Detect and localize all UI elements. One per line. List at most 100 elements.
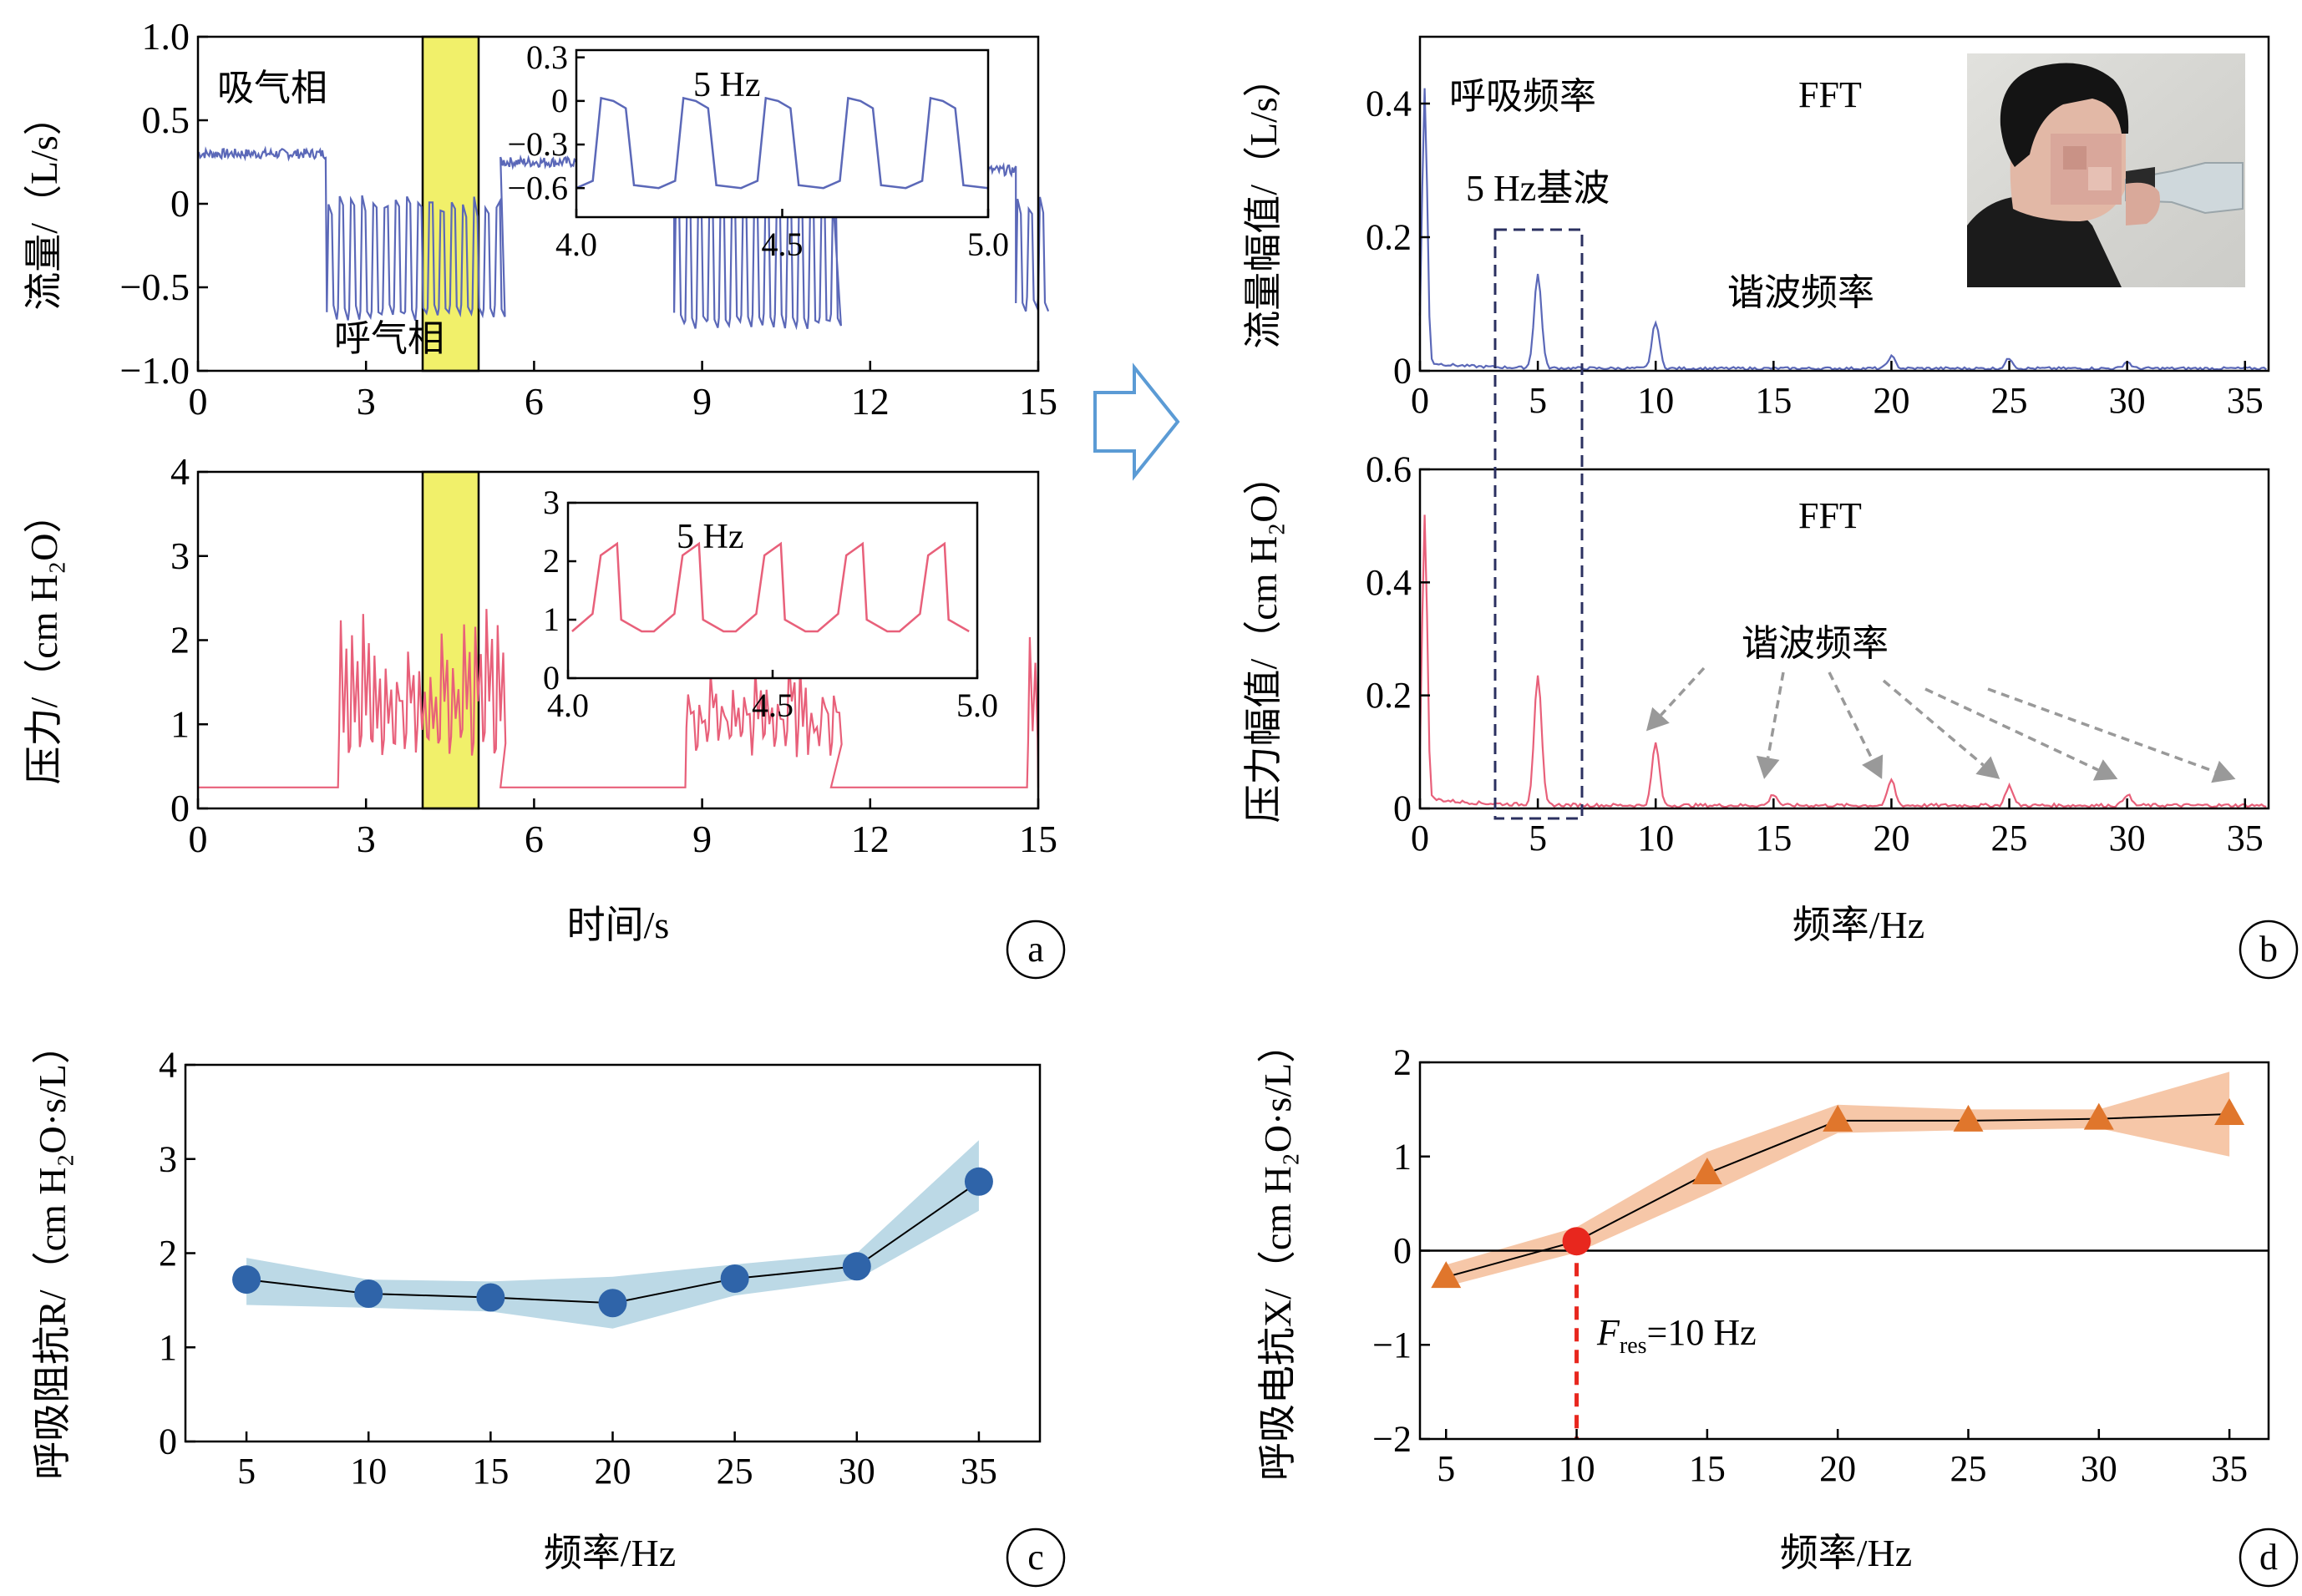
c-ticks-ytick-label: 4 <box>159 1045 177 1086</box>
c-ticks-ytick-label: 3 <box>159 1138 177 1179</box>
c-ticks-ytick-label: 2 <box>159 1233 177 1274</box>
d-ticks-ytick-label: 2 <box>1393 1042 1412 1083</box>
svg-text:b: b <box>2259 929 2278 970</box>
b-bottom-ticks-ytick-label: 0.2 <box>1366 675 1412 716</box>
b-top-ticks-xtick-label: 0 <box>1411 380 1429 421</box>
b-bottom-ticks-xtick-label: 20 <box>1873 818 1909 859</box>
d-resonance-label-main: F <box>1596 1312 1620 1353</box>
b-top-annotation-fft: FFT <box>1798 74 1862 115</box>
a-top-inset: 4.0 4.5 5.0 0.3 0 −0.3 −0.6 5 Hz <box>507 38 1009 263</box>
b-bottom-ticks-xtick-label: 35 <box>2227 818 2264 859</box>
b-top-plot-frame <box>1418 35 2270 372</box>
a-top-inset-title: 5 Hz <box>693 66 760 104</box>
d-ticks-ytick-label: −2 <box>1372 1419 1412 1460</box>
a-top-inset-ticks-xtick-label: 4.5 <box>762 225 804 263</box>
c-points <box>232 1167 993 1318</box>
a-bottom-inset: 4.0 4.5 5.0 0 1 2 3 5 Hz <box>543 484 998 724</box>
svg-text:c: c <box>1027 1537 1044 1578</box>
d-data-point <box>1953 1104 1984 1132</box>
b-top-ticks-xtick-label: 35 <box>2227 380 2264 421</box>
b-top-ticks-xtick-label: 25 <box>1991 380 2028 421</box>
harmonic-arrow-line <box>1828 671 1874 761</box>
harmonic-arrow-line <box>1882 679 1985 767</box>
b-bottom-ticks-ytick-label: 0.4 <box>1366 562 1412 603</box>
a-top-ticks-xtick-label: 12 <box>851 380 890 423</box>
d-data-point <box>1823 1104 1853 1132</box>
panel-label-a: a <box>1006 920 1066 980</box>
d-confidence-band <box>1446 1072 2230 1287</box>
a-top-inset-trace <box>576 96 989 190</box>
a-top-inset-ticks-xtick-label: 4.0 <box>555 225 597 263</box>
a-top-ticks-ytick-label: 1.0 <box>142 15 190 58</box>
b-bottom-ticks-xtick-label: 10 <box>1637 818 1674 859</box>
a-bottom-inset-bg <box>568 503 977 678</box>
a-top-inset-ticks-ytick-label: −0.6 <box>507 169 568 206</box>
b-top-ticks-xtick-label: 30 <box>2109 380 2146 421</box>
a-top-ticks-xtick-label: 0 <box>189 380 208 423</box>
c-ticks-ytick-label: 1 <box>159 1327 177 1368</box>
a-bottom-ticks-xtick-label: 9 <box>692 818 712 860</box>
a-top-ticks-ytick-label: 0.5 <box>142 99 190 141</box>
d-ticks-ytick-label: 1 <box>1393 1136 1412 1177</box>
panel-b-bottom: 0 5 10 15 20 25 30 35 0 0.2 0.4 0.6 FFT 谐波频率 压力幅值/（… <box>1242 449 2299 980</box>
c-ticks-xtick-label: 5 <box>237 1451 256 1492</box>
a-top-ticks-ytick-label: 0 <box>170 182 190 225</box>
fundamental-dashed-box <box>1493 228 1584 820</box>
c-ticks-ytick-label: 0 <box>159 1421 177 1462</box>
b-top-ticks-xtick-label: 20 <box>1873 380 1909 421</box>
panel-label-c: c <box>1006 1528 1066 1588</box>
d-ticks-xtick-label: 15 <box>1689 1448 1726 1489</box>
c-ylabel: 呼吸阻抗R/（cm H₂O·s/L） <box>31 1026 74 1480</box>
d-resonance-label-value: =10 Hz <box>1647 1312 1757 1353</box>
a-top-ticks-xtick-label: 3 <box>357 380 376 423</box>
a-bottom-inset-ticks-xtick-label: 5.0 <box>956 687 998 724</box>
b-bottom-ticks-xtick-label: 25 <box>1991 818 2028 859</box>
harmonic-arrow-head-icon <box>2211 760 2236 783</box>
a-top-inset-ticks: 4.0 4.5 5.0 0.3 0 −0.3 −0.6 <box>507 38 1009 263</box>
a-bottom-ticks-xtick-label: 15 <box>1019 818 1057 860</box>
b-top-ticks-xtick-label: 15 <box>1755 380 1792 421</box>
a-bottom-inset-ticks-xtick-label: 4.5 <box>752 687 794 724</box>
a-bottom-inset-trace <box>571 541 970 633</box>
b-bottom-annotation-harmonic: 谐波频率 <box>1742 623 1889 664</box>
harmonic-arrows <box>1645 666 2236 783</box>
b-top-ylabel: 流量幅值/（L/s） <box>1242 58 1285 349</box>
a-top-ticks-ytick-label: −0.5 <box>120 266 190 308</box>
b-top-trace <box>1418 88 2267 372</box>
harmonic-arrow-head-icon <box>2092 759 2118 781</box>
subject-photo <box>1967 53 2245 287</box>
c-data-point <box>964 1167 993 1196</box>
d-data-point <box>2083 1102 2114 1130</box>
d-resonance-label-sub: res <box>1620 1333 1647 1359</box>
panel-label-d: d <box>2239 1528 2299 1588</box>
d-ticks-xtick-label: 25 <box>1950 1448 1986 1489</box>
c-data-point <box>476 1283 505 1312</box>
pressure-inset-line <box>571 541 970 633</box>
b-top-ticks-xtick-label: 5 <box>1529 380 1547 421</box>
d-ticks-xtick-label: 5 <box>1437 1448 1455 1489</box>
c-ticks-xtick-label: 10 <box>350 1451 387 1492</box>
a-top-annotation-inhale: 吸气相 <box>217 68 327 109</box>
a-bottom-ticks-ytick-label: 3 <box>170 535 190 577</box>
a-top-ticks-xtick-label: 9 <box>692 380 712 423</box>
b-top-ticks-xtick-label: 10 <box>1637 380 1674 421</box>
a-bottom-ticks-ytick-label: 4 <box>170 450 190 493</box>
c-data-point <box>232 1265 261 1295</box>
a-bottom-inset-ticks-xtick-label: 4.0 <box>547 687 589 724</box>
c-band-layer <box>246 1140 979 1329</box>
flow-spectrum-line <box>1418 88 2267 372</box>
a-bottom-ticks-ytick-label: 1 <box>170 702 190 745</box>
d-ticks-ytick-label: −1 <box>1372 1325 1412 1365</box>
a-bottom-ticks-ytick-label: 0 <box>170 787 190 829</box>
d-data-point <box>1431 1261 1462 1289</box>
pressure-spectrum-line <box>1418 514 2267 809</box>
d-ylabel: 呼吸电抗X/（cm H₂O·s/L） <box>1256 1025 1299 1481</box>
c-ticks-xtick-label: 15 <box>472 1451 509 1492</box>
panel-a-top: 0 3 6 9 12 15 −1.0 −0.5 0 0.5 1.0 吸气相 呼气相 4.0 4.5 5.… <box>23 15 1057 423</box>
b-bottom-annotation-fft: FFT <box>1798 495 1862 536</box>
a-top-ticks: 0 3 6 9 12 15 −1.0 −0.5 0 0.5 1.0 <box>120 15 1057 423</box>
b-top-annotation-fundamental: 5 Hz基波 <box>1466 168 1610 209</box>
svg-text:d: d <box>2259 1537 2278 1578</box>
flow-inset-line <box>576 96 989 190</box>
